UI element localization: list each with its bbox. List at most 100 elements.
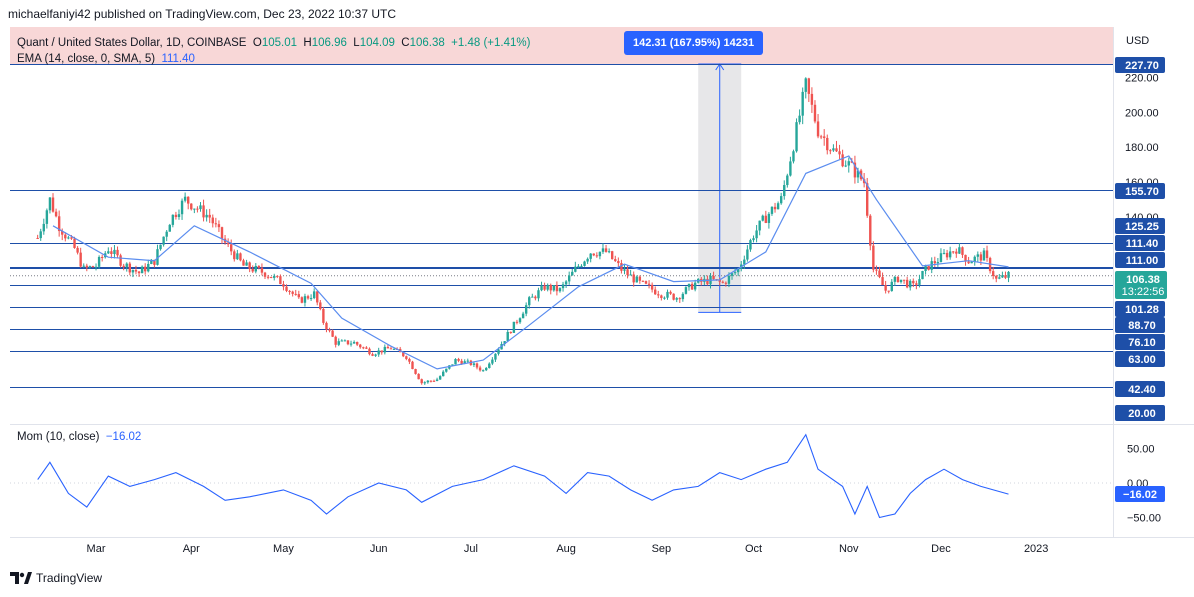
candle-body bbox=[773, 206, 777, 210]
candle-body bbox=[297, 294, 301, 298]
time-tick-label: Nov bbox=[839, 543, 859, 555]
time-tick-label: Mar bbox=[87, 543, 106, 555]
candle-body bbox=[991, 271, 995, 276]
candle-body bbox=[574, 266, 577, 272]
candle-body bbox=[899, 279, 903, 283]
candle-body bbox=[758, 220, 761, 231]
horizontal-levels[interactable] bbox=[10, 64, 1113, 388]
momentum-path bbox=[37, 433, 1009, 519]
candle-body bbox=[300, 297, 304, 303]
candle-body bbox=[660, 295, 663, 298]
candle-body bbox=[893, 276, 897, 282]
candle-body bbox=[110, 251, 113, 254]
candle-body bbox=[973, 256, 976, 262]
candle-body bbox=[795, 122, 798, 152]
time-tick-label: 2023 bbox=[1024, 543, 1048, 555]
candle-body bbox=[678, 298, 681, 300]
candle-body bbox=[269, 276, 273, 278]
candle-body bbox=[73, 238, 76, 248]
candle-body bbox=[967, 261, 970, 264]
currency-label: USD bbox=[1126, 35, 1150, 47]
candle-body bbox=[134, 269, 138, 272]
candles bbox=[36, 77, 1010, 385]
candle-body bbox=[641, 280, 645, 282]
candle-body bbox=[202, 205, 205, 218]
level-badge-bg bbox=[1115, 301, 1165, 317]
candle-body bbox=[288, 290, 291, 292]
candle-body bbox=[435, 379, 439, 382]
candle-body bbox=[113, 249, 116, 254]
candle-body bbox=[872, 245, 875, 270]
ema-value: 111.40 bbox=[161, 53, 195, 65]
level-badge-bg bbox=[1115, 317, 1165, 333]
candle-body bbox=[583, 261, 586, 266]
candle-body bbox=[958, 247, 961, 254]
level-badge: 155.70 bbox=[1125, 186, 1159, 198]
momentum-badge-label: −16.02 bbox=[1123, 489, 1157, 501]
momentum-tick-label: 50.00 bbox=[1127, 444, 1155, 456]
candle-body bbox=[291, 291, 294, 294]
candle-body bbox=[617, 261, 620, 264]
candle-body bbox=[546, 284, 549, 290]
candle-body bbox=[561, 284, 565, 289]
candle-body bbox=[417, 373, 420, 380]
candle-body bbox=[226, 242, 230, 245]
candle-body bbox=[442, 371, 445, 377]
candle-body bbox=[251, 268, 254, 272]
level-badge-bg bbox=[1115, 218, 1165, 234]
price-axis[interactable]: 220.00200.00180.00160.00140.00227.70155.… bbox=[1115, 57, 1167, 525]
candle-body bbox=[423, 382, 426, 384]
candle-body bbox=[362, 347, 365, 349]
level-badge: 111.40 bbox=[1126, 238, 1158, 250]
low-value: 104.09 bbox=[359, 37, 395, 49]
candle-body bbox=[783, 185, 786, 197]
candle-body bbox=[721, 281, 725, 283]
candle-body bbox=[214, 223, 218, 225]
level-badge: 111.00 bbox=[1126, 255, 1158, 267]
candle-body bbox=[88, 266, 92, 268]
candle-body bbox=[303, 296, 307, 303]
candle-body bbox=[171, 214, 175, 225]
candle-body bbox=[156, 249, 159, 265]
candle-body bbox=[230, 244, 233, 252]
high-label: H bbox=[303, 37, 312, 49]
candle-body bbox=[942, 252, 946, 254]
tradingview-logo-icon bbox=[10, 572, 32, 584]
candle-body bbox=[411, 361, 414, 370]
level-badge: 227.70 bbox=[1125, 60, 1159, 72]
candle-body bbox=[816, 121, 820, 137]
candle-body bbox=[220, 227, 224, 239]
time-tick-label: Oct bbox=[745, 543, 762, 555]
time-axis[interactable]: Mar Apr May Jun Jul Aug Sep Oct Nov Dec 2023 bbox=[87, 543, 1049, 555]
candle-body bbox=[349, 343, 353, 345]
footer-brand[interactable]: TradingView bbox=[10, 571, 102, 585]
candle-body bbox=[607, 251, 611, 253]
candle-body bbox=[733, 272, 737, 274]
candle-body bbox=[57, 216, 61, 232]
candle-body bbox=[337, 341, 340, 345]
change-value: +1.48 (+1.41%) bbox=[451, 37, 531, 49]
candle-body bbox=[125, 263, 128, 267]
candle-body bbox=[414, 369, 417, 374]
candle-body bbox=[650, 284, 654, 290]
candle-body bbox=[328, 329, 331, 331]
candle-body bbox=[955, 251, 958, 254]
candle-body bbox=[657, 294, 660, 296]
candle-body bbox=[426, 380, 430, 383]
candle-body bbox=[786, 175, 789, 186]
candle-body bbox=[856, 170, 860, 178]
candle-body bbox=[254, 265, 257, 272]
level-badge: 63.00 bbox=[1128, 354, 1156, 366]
candle-body bbox=[174, 214, 178, 218]
candle-body bbox=[481, 370, 485, 372]
level-badge: 125.25 bbox=[1125, 221, 1159, 233]
candle-body bbox=[690, 283, 694, 290]
candle-body bbox=[746, 249, 749, 260]
level-badge-bg bbox=[1115, 57, 1165, 73]
candle-body bbox=[180, 200, 184, 215]
candle-body bbox=[183, 196, 187, 201]
candle-body bbox=[242, 260, 245, 266]
momentum-legend: Mom (10, close) −16.02 bbox=[17, 431, 141, 443]
time-tick-label: Jun bbox=[370, 543, 388, 555]
